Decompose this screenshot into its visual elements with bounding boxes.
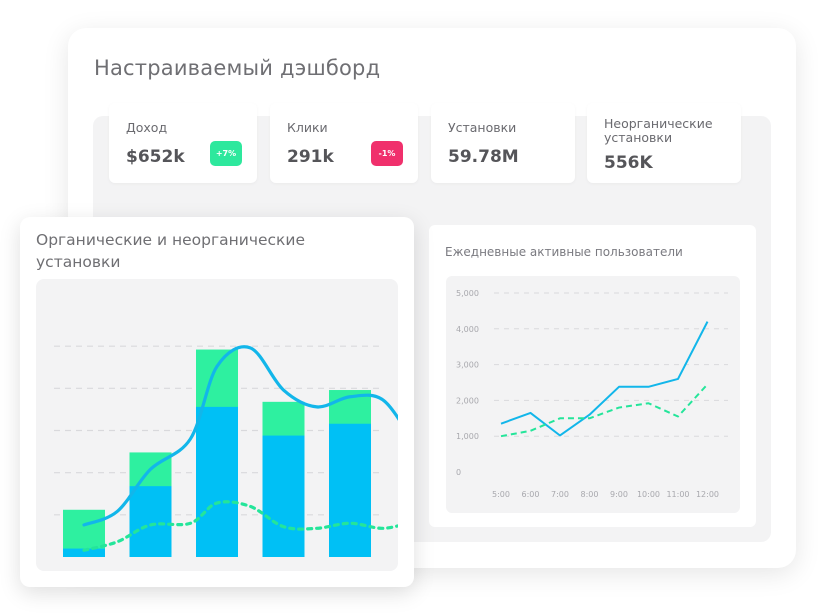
line-series-dashed [500, 383, 709, 438]
x-tick-label: 11:00 [666, 490, 689, 499]
chart-title: Ежедневные активные пользователи [445, 245, 683, 259]
kpi-card-clicks[interactable]: Клики 291k -1% [270, 103, 418, 183]
y-tick-label: 5,000 [456, 289, 479, 298]
x-tick-label: 6:00 [522, 490, 540, 499]
x-tick-label: 10:00 [637, 490, 660, 499]
y-tick-label: 3,000 [456, 361, 479, 370]
kpi-card-installs[interactable]: Установки 59.78M [431, 103, 575, 183]
chart-title: Органические и неорганические установки [36, 231, 306, 271]
line-series-solid [82, 345, 415, 527]
bar-segment-blue [196, 406, 238, 557]
y-tick-label: 4,000 [456, 325, 479, 334]
x-tick-label: 8:00 [581, 490, 599, 499]
x-tick-label: 12:00 [696, 490, 719, 499]
change-badge: +7% [210, 141, 242, 166]
dau-chart: 0 1,000 2,000 3,000 4,000 5,000 5:00 6:00 7:00 8:… [456, 289, 728, 499]
kpi-value: 291k [287, 147, 334, 167]
chart-plot-area: 0 1,000 2,000 3,000 4,000 5,000 5:00 6:00 7:00 8:… [446, 276, 740, 513]
dashboard-title: Настраиваемый дэшборд [94, 56, 381, 80]
kpi-label: Доход [126, 120, 168, 135]
kpi-card-inorganic[interactable]: Неорганические установки 556K [587, 103, 741, 183]
bar-segment-blue [262, 435, 305, 557]
kpi-label: Клики [287, 120, 328, 135]
x-tick-label: 5:00 [492, 490, 510, 499]
installs-chart-card: Органические и неорганические установки [20, 217, 415, 587]
bar-segment-blue [63, 548, 105, 557]
change-badge: -1% [371, 141, 403, 166]
bar-segment-blue [129, 486, 172, 557]
x-tick-label: 7:00 [551, 490, 569, 499]
y-tick-label: 1,000 [456, 432, 479, 441]
y-tick-label: 2,000 [456, 396, 479, 405]
dau-chart-card: Ежедневные активные пользователи 0 1,000 2… [429, 225, 756, 527]
line-series-dashed [82, 500, 415, 552]
kpi-value: 59.78M [448, 147, 519, 167]
installs-chart [54, 345, 415, 557]
kpi-card-revenue[interactable]: Доход $652k +7% [109, 103, 257, 183]
x-tick-label: 9:00 [610, 490, 628, 499]
line-series-solid [500, 321, 709, 437]
bar-segment-blue [329, 423, 371, 557]
chart-plot-area [36, 279, 415, 571]
kpi-label: Неорганические установки [604, 116, 713, 145]
kpi-value: $652k [126, 147, 185, 167]
y-tick-label: 0 [456, 468, 461, 477]
kpi-label: Установки [448, 120, 517, 135]
kpi-value: 556K [604, 153, 653, 173]
